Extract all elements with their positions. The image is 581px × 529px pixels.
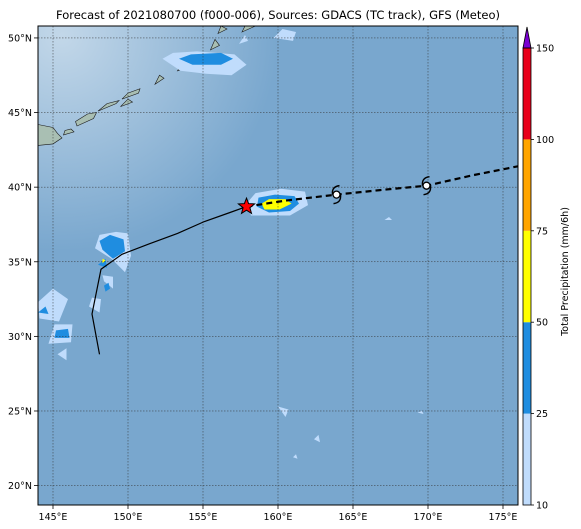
storm-track [91, 165, 518, 355]
y-tick-label: 30°N [8, 332, 32, 343]
land-shape [38, 124, 63, 146]
y-tick-label: 35°N [8, 257, 32, 268]
colorbar-segment [523, 48, 531, 140]
x-tick-label: 170°E [414, 512, 443, 523]
precip-area [104, 282, 110, 292]
tropical-storm-icon [331, 184, 342, 205]
colorbar-extend-arrow [522, 26, 532, 49]
precip-area [417, 411, 424, 414]
y-tick-label: 45°N [8, 108, 32, 119]
x-tick-label: 145°E [39, 512, 68, 523]
precip-area [102, 275, 113, 289]
longitude-axis: 145°E 150°E 155°E 160°E 165°E 170°E 175°E [39, 505, 518, 523]
x-tick-label: 155°E [189, 512, 218, 523]
precip-area [54, 328, 70, 338]
land-shape [121, 88, 141, 100]
precip-area [239, 35, 248, 44]
precipitation-layer [38, 29, 424, 459]
land-shape [209, 38, 220, 51]
x-tick-label: 165°E [339, 512, 368, 523]
precip-area [261, 199, 292, 210]
y-tick-label: 25°N [8, 406, 32, 417]
precip-area [293, 454, 298, 459]
colorbar-tick-label: 100 [536, 135, 554, 146]
precip-area [179, 52, 233, 65]
precip-area [314, 434, 320, 443]
colorbar-frame [522, 47, 532, 506]
precip-area [57, 348, 67, 361]
land-shape [97, 100, 120, 112]
current-position-star-icon [237, 196, 256, 215]
colorbar-segment [523, 413, 531, 505]
y-tick-label: 20°N [8, 481, 32, 492]
precip-area [102, 258, 106, 264]
map-panel[interactable] [37, 25, 519, 506]
colorbar-tick-label: 50 [536, 318, 548, 329]
colorbar: 10 25 50 75 100 150 Total Precipitation (mm/6h… [522, 26, 571, 512]
colorbar-segment [523, 139, 531, 231]
precip-area [99, 234, 125, 259]
colorbar-segment [523, 230, 531, 323]
precip-area [278, 406, 289, 417]
land-shape [75, 112, 98, 127]
y-tick-label: 50°N [8, 33, 32, 44]
colorbar-tick-label: 150 [536, 44, 554, 55]
land-shape [63, 128, 75, 136]
colorbar-segment [523, 322, 531, 414]
x-tick-label: 160°E [264, 512, 293, 523]
graticule [38, 26, 518, 505]
land-shape [241, 26, 256, 33]
land-shape [120, 98, 134, 107]
colorbar-tick-label: 10 [536, 501, 548, 512]
latitude-axis: 20°N 25°N 30°N 35°N 40°N 45°N 50°N [8, 33, 38, 492]
map-title: Forecast of 2021080700 (f000-006), Sourc… [56, 8, 500, 22]
y-tick-label: 40°N [8, 183, 32, 194]
precip-area [89, 297, 101, 313]
colorbar-label: Total Precipitation (mm/6h) [560, 207, 571, 337]
precip-area [38, 306, 49, 314]
colorbar-tick-label: 75 [536, 226, 548, 237]
precip-area [384, 217, 392, 220]
tropical-storm-icon [421, 175, 432, 196]
ocean-sheen [38, 26, 518, 505]
x-tick-label: 150°E [114, 512, 143, 523]
colorbar-tick-label: 25 [536, 409, 548, 420]
past-track-line [91, 206, 247, 355]
forecast-track-line [246, 165, 518, 208]
x-tick-label: 175°E [489, 512, 518, 523]
land-shape [217, 26, 228, 35]
land-shape [154, 74, 165, 86]
